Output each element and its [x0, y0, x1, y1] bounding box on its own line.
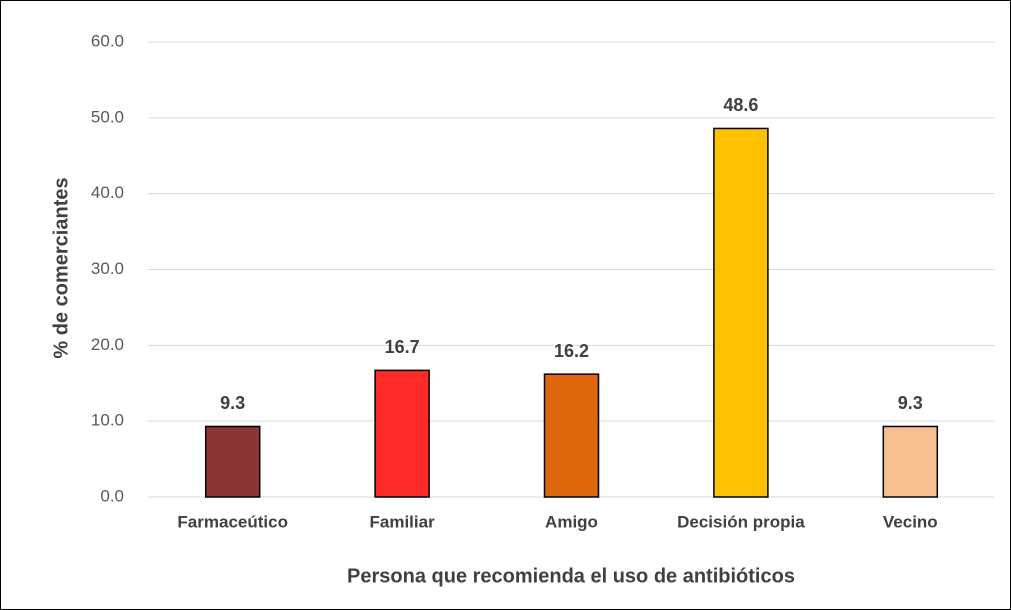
x-tick-label: Amigo [545, 512, 598, 531]
data-label: 9.3 [898, 393, 923, 413]
bar [374, 369, 430, 498]
x-tick-label: Farmaceútico [177, 512, 288, 531]
data-label: 16.7 [385, 337, 420, 357]
bar [713, 127, 769, 498]
bar [543, 373, 600, 498]
x-tick-label: Familiar [369, 512, 435, 531]
y-tick-label: 10.0 [91, 411, 124, 430]
y-tick-label: 30.0 [91, 259, 124, 278]
data-label: 48.6 [723, 95, 758, 115]
data-label: 16.2 [554, 341, 589, 361]
x-tick-label: Vecino [883, 512, 938, 531]
y-tick-label: 60.0 [91, 31, 124, 50]
y-tick-label: 50.0 [91, 107, 124, 126]
x-axis-title: Persona que recomienda el uso de antibió… [347, 565, 795, 587]
bar [204, 425, 261, 498]
bar [882, 425, 939, 498]
data-label: 9.3 [220, 393, 245, 413]
y-tick-label: 20.0 [91, 335, 124, 354]
y-tick-label: 40.0 [91, 183, 124, 202]
y-axis-title: % de comerciantes [50, 177, 72, 358]
y-tick-label: 0.0 [100, 486, 124, 505]
x-tick-label: Decisión propia [677, 512, 805, 531]
